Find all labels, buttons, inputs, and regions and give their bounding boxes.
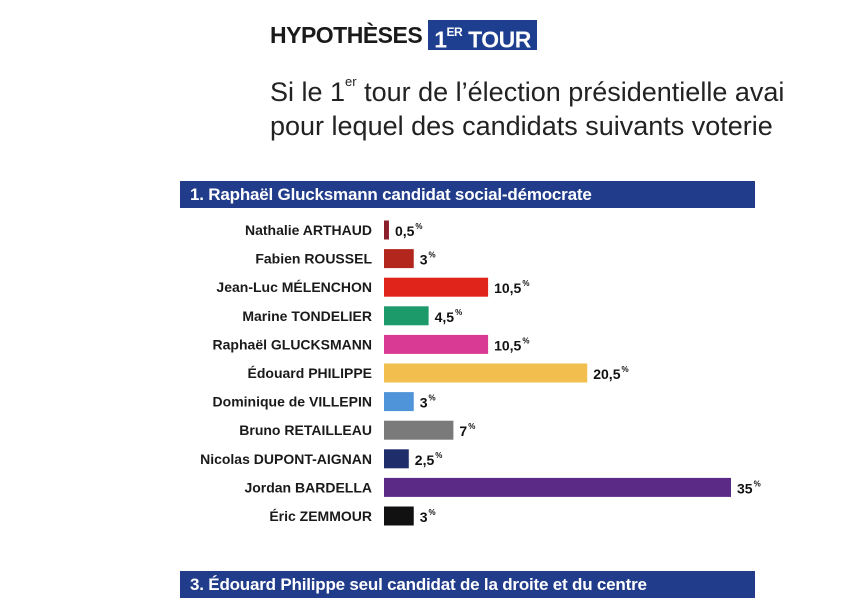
candidate-label-dominique-de-villepin: Dominique de VILLEPIN (213, 394, 372, 410)
value-label-bruno-retailleau: 7 (459, 423, 467, 439)
candidate-label-fabien-roussel: Fabien ROUSSEL (255, 251, 372, 267)
bar-raphael-glucksmann (384, 334, 489, 354)
round-badge-suffix: ER (446, 25, 463, 39)
candidate-label-jean-luc-melenchon: Jean-Luc MÉLENCHON (216, 279, 372, 295)
bar-jean-luc-melenchon (384, 277, 489, 297)
percent-sign-nathalie-arthaud: % (415, 222, 422, 231)
round-badge: 1ER TOUR (428, 20, 537, 53)
question-line-1-end: tour de l’élection présidentielle avai (356, 77, 785, 107)
bar-eric-zemmour (384, 506, 414, 526)
bar-nicolas-dupont-aignan (384, 449, 409, 469)
value-label-jean-luc-melenchon: 10,5 (494, 280, 521, 296)
round-badge-number: 1 (434, 26, 447, 53)
question-line-1: Si le 1er tour de l’élection présidentie… (270, 70, 843, 109)
question-line-1-start: Si le 1 (270, 77, 346, 107)
percent-sign-bruno-retailleau: % (468, 422, 475, 431)
header: HYPOTHÈSES 1ER TOUR (270, 20, 537, 53)
value-label-eric-zemmour: 3 (420, 509, 428, 525)
percent-sign-jean-luc-melenchon: % (522, 279, 529, 288)
bar-jordan-bardella (384, 477, 731, 497)
bar-bruno-retailleau (384, 420, 454, 440)
percent-sign-edouard-philippe: % (621, 365, 628, 374)
candidate-label-edouard-philippe: Édouard PHILIPPE (248, 365, 372, 381)
percent-sign-dominique-de-villepin: % (429, 394, 436, 403)
section-3-header: 3. Édouard Philippe seul candidat de la … (180, 571, 755, 598)
candidate-label-bruno-retailleau: Bruno RETAILLEAU (239, 422, 372, 438)
candidate-label-nathalie-arthaud: Nathalie ARTHAUD (245, 222, 372, 238)
candidate-label-nicolas-dupont-aignan: Nicolas DUPONT-AIGNAN (200, 451, 372, 467)
bar-marine-tondelier (384, 306, 429, 326)
bar-fabien-roussel (384, 249, 414, 269)
value-label-jordan-bardella: 35 (737, 480, 753, 496)
bar-nathalie-arthaud (384, 220, 389, 240)
value-label-marine-tondelier: 4,5 (435, 309, 455, 325)
value-label-dominique-de-villepin: 3 (420, 395, 428, 411)
value-label-nicolas-dupont-aignan: 2,5 (415, 452, 435, 468)
bar-edouard-philippe (384, 363, 588, 383)
header-title: HYPOTHÈSES (270, 21, 423, 48)
candidate-label-marine-tondelier: Marine TONDELIER (242, 308, 372, 324)
value-label-fabien-roussel: 3 (420, 252, 428, 268)
value-label-nathalie-arthaud: 0,5 (395, 223, 415, 239)
value-label-edouard-philippe: 20,5 (593, 366, 620, 382)
poll-question: Si le 1er tour de l’élection présidentie… (270, 70, 843, 143)
candidate-label-jordan-bardella: Jordan BARDELLA (244, 479, 372, 495)
question-line-2: pour lequel des candidats suivants voter… (270, 111, 773, 141)
candidate-label-eric-zemmour: Éric ZEMMOUR (269, 508, 372, 524)
percent-sign-eric-zemmour: % (429, 508, 436, 517)
bar-dominique-de-villepin (384, 392, 414, 412)
candidate-label-raphael-glucksmann: Raphaël GLUCKSMANN (213, 336, 372, 352)
percent-sign-nicolas-dupont-aignan: % (435, 451, 442, 460)
percent-sign-fabien-roussel: % (429, 251, 436, 260)
value-label-raphael-glucksmann: 10,5 (494, 337, 521, 353)
percent-sign-jordan-bardella: % (754, 479, 761, 488)
section-1-header: 1. Raphaël Glucksmann candidat social-dé… (180, 181, 755, 208)
question-line-1-sup: er (345, 74, 357, 89)
percent-sign-marine-tondelier: % (455, 308, 462, 317)
percent-sign-raphael-glucksmann: % (522, 336, 529, 345)
round-badge-text: TOUR (462, 26, 531, 53)
